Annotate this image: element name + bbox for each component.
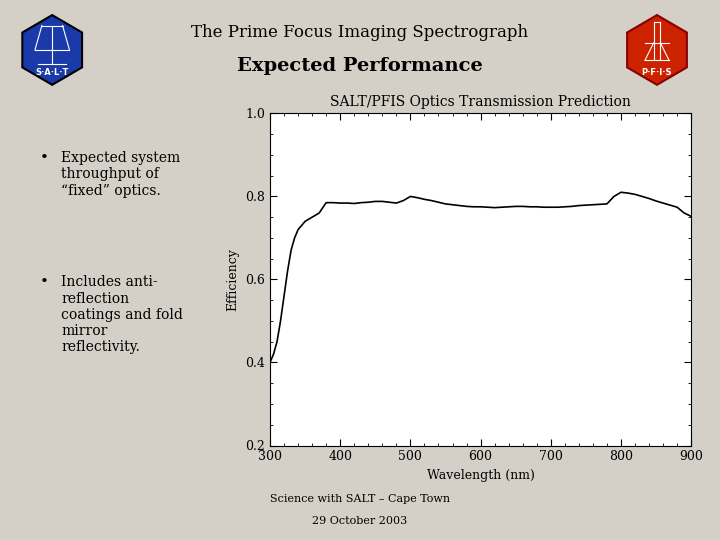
- Text: Expected Performance: Expected Performance: [237, 57, 483, 75]
- Text: Includes anti-
reflection
coatings and fold
mirror
reflectivity.: Includes anti- reflection coatings and f…: [61, 275, 183, 354]
- Text: S·A·L·T: S·A·L·T: [35, 68, 69, 77]
- Text: P·F·I·S: P·F·I·S: [642, 68, 672, 77]
- Y-axis label: Efficiency: Efficiency: [227, 248, 240, 311]
- Text: •: •: [40, 151, 48, 165]
- Text: Expected system
throughput of
“fixed” optics.: Expected system throughput of “fixed” op…: [61, 151, 181, 198]
- Polygon shape: [22, 15, 82, 85]
- Polygon shape: [627, 15, 687, 85]
- Text: 29 October 2003: 29 October 2003: [312, 516, 408, 526]
- Text: Science with SALT – Cape Town: Science with SALT – Cape Town: [270, 494, 450, 504]
- Text: •: •: [40, 275, 48, 289]
- Text: The Prime Focus Imaging Spectrograph: The Prime Focus Imaging Spectrograph: [192, 24, 528, 41]
- Title: SALT/PFIS Optics Transmission Prediction: SALT/PFIS Optics Transmission Prediction: [330, 96, 631, 110]
- X-axis label: Wavelength (nm): Wavelength (nm): [427, 469, 534, 482]
